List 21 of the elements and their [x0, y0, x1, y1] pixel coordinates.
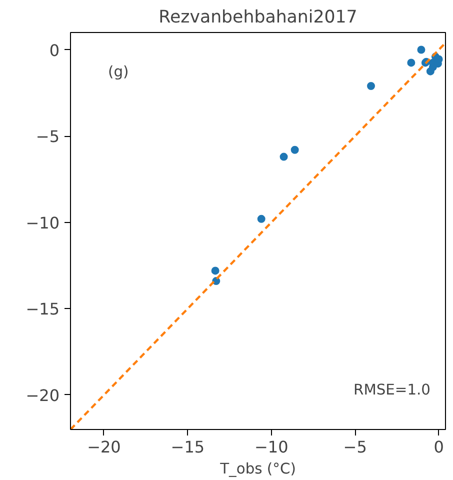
x-tick-label: 0	[434, 438, 444, 456]
point	[211, 266, 220, 275]
y-tick-label: −20	[26, 386, 60, 405]
x-tick-label: −20	[87, 438, 121, 456]
annotation: (g)	[108, 64, 129, 81]
point	[417, 46, 426, 54]
point	[257, 214, 266, 223]
x-tick-label: −15	[170, 438, 205, 456]
x-tick-label: −10	[254, 438, 288, 456]
annotation: RMSE=1.0	[354, 381, 431, 398]
chart-title: Rezvanbehbahani2017	[158, 8, 358, 28]
y-tick-label: −10	[26, 213, 60, 232]
y-tick-label: −15	[26, 300, 60, 319]
point	[407, 58, 416, 67]
y-tick-label: 0	[49, 40, 60, 60]
y-tick-label: −5	[36, 127, 60, 146]
x-axis-title: T_obs (°C)	[219, 460, 296, 478]
point	[367, 82, 375, 90]
point	[280, 152, 288, 161]
x-tick-label: −5	[343, 438, 367, 456]
point	[290, 146, 299, 154]
